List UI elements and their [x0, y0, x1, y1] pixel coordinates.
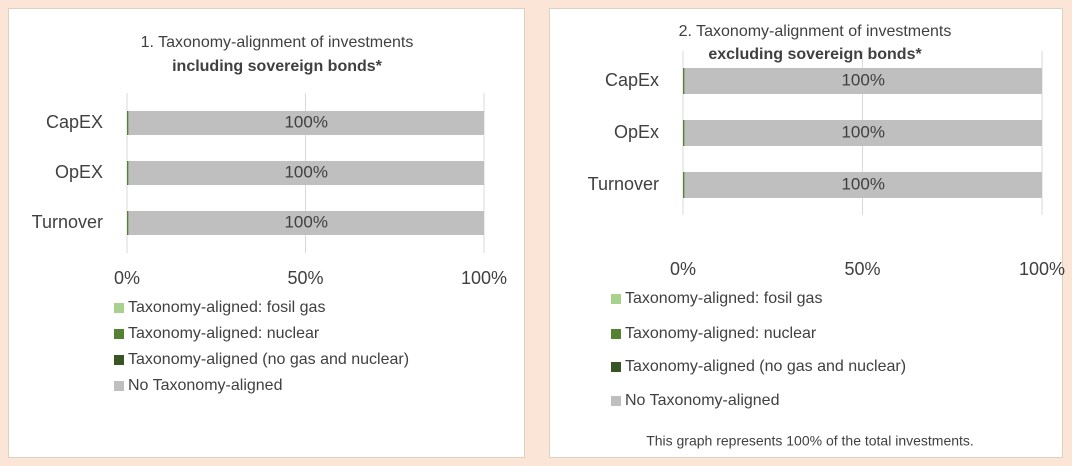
x-tick-label: 100%: [1019, 259, 1065, 279]
legend-label: Taxonomy-aligned (no gas and nuclear): [625, 358, 906, 375]
legend-swatch: [114, 303, 124, 313]
bar-segment: [128, 211, 485, 235]
legend-label: Taxonomy-aligned: fosil gas: [128, 299, 325, 316]
x-tick-label: 0%: [670, 259, 696, 279]
legend-label: No Taxonomy-aligned: [625, 392, 779, 409]
bar-segment: [127, 211, 129, 235]
legend-label: Taxonomy-aligned: nuclear: [128, 325, 320, 342]
bar-label: 100%: [841, 174, 884, 193]
bar-segment: [683, 172, 685, 198]
legend-swatch: [114, 329, 124, 339]
y-tick-label: Turnover: [588, 174, 659, 194]
bar-segment: [683, 68, 685, 94]
chart-subtitle: including sovereign bonds*: [172, 58, 383, 75]
bar-segment: [684, 172, 1042, 198]
bar-label: 100%: [284, 162, 327, 181]
x-tick-label: 50%: [844, 259, 880, 279]
bar-segment: [128, 161, 485, 185]
bar-label: 100%: [284, 112, 327, 131]
bar-label: 100%: [841, 122, 884, 141]
legend-label: Taxonomy-aligned: nuclear: [625, 325, 817, 342]
bar-segment: [127, 161, 129, 185]
chart-title: 1. Taxonomy-alignment of investments: [141, 34, 414, 51]
x-tick-label: 100%: [461, 268, 507, 288]
x-tick-label: 0%: [114, 268, 140, 288]
bar-segment: [128, 111, 485, 135]
y-tick-label: Turnover: [32, 212, 103, 232]
bar-label: 100%: [841, 70, 884, 89]
y-tick-label: OpEx: [614, 122, 659, 142]
chart-subtitle: excluding sovereign bonds*: [708, 46, 922, 63]
bar-segment: [683, 120, 685, 146]
legend-swatch: [611, 329, 621, 339]
chart-title: 2. Taxonomy-alignment of investments: [679, 23, 952, 40]
legend-swatch: [611, 294, 621, 304]
legend-swatch: [611, 362, 621, 372]
bar-segment: [127, 111, 129, 135]
legend-label: Taxonomy-aligned (no gas and nuclear): [128, 351, 409, 368]
legend-swatch: [114, 381, 124, 391]
legend-swatch: [114, 355, 124, 365]
legend-label: Taxonomy-aligned: fosil gas: [625, 290, 822, 307]
bar-label: 100%: [284, 212, 327, 231]
chart-note: This graph represents 100% of the total …: [646, 433, 974, 449]
bar-segment: [684, 120, 1042, 146]
y-tick-label: CapEX: [46, 112, 103, 132]
x-tick-label: 50%: [287, 268, 323, 288]
y-tick-label: CapEx: [605, 70, 659, 90]
legend-label: No Taxonomy-aligned: [128, 377, 282, 394]
y-tick-label: OpEX: [55, 162, 103, 182]
legend-swatch: [611, 396, 621, 406]
bar-segment: [684, 68, 1042, 94]
